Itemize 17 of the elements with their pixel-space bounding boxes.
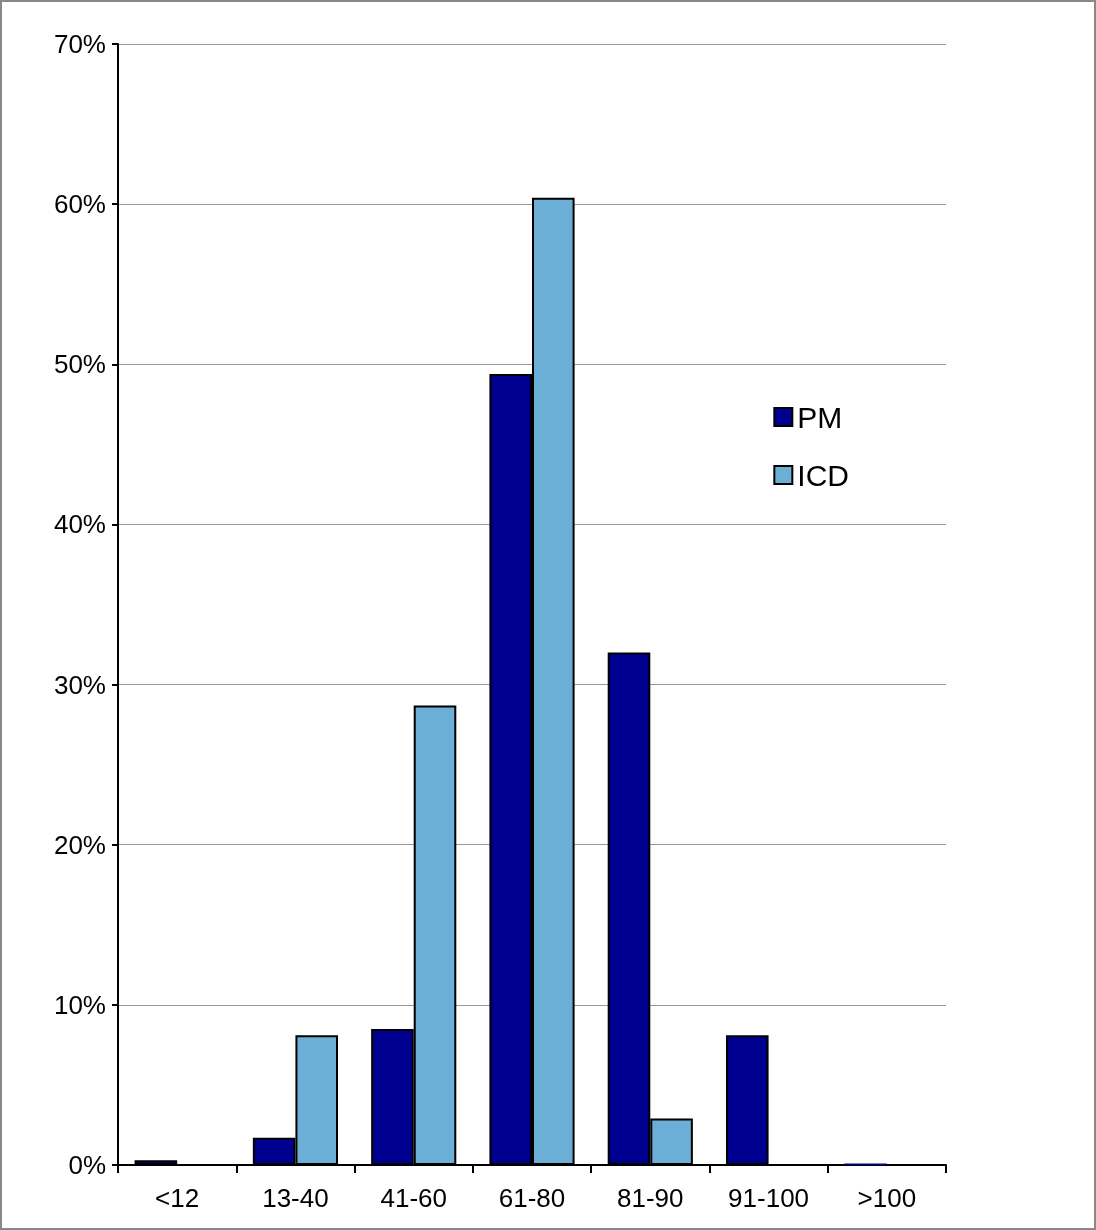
x-tick-label: <12 <box>155 1183 200 1213</box>
x-tick-label: 81-90 <box>617 1183 684 1213</box>
x-tick-label: >100 <box>857 1183 917 1213</box>
y-tick-label: 50% <box>53 349 106 380</box>
y-tick-label: 10% <box>53 989 106 1020</box>
x-tick-label: 13-40 <box>262 1183 329 1213</box>
legend-label: ICD <box>797 458 850 492</box>
x-tick-label: 91-100 <box>728 1183 810 1213</box>
x-tick-label: 41-60 <box>380 1183 447 1213</box>
y-tick-label: 20% <box>53 829 106 860</box>
y-tick-label: 70% <box>53 29 106 59</box>
y-tick-label: 60% <box>53 189 106 220</box>
x-tick-label: 61-80 <box>498 1183 566 1213</box>
legend-label: PM <box>797 400 843 434</box>
y-tick-label: 0% <box>68 1150 106 1180</box>
y-tick-label: 30% <box>53 669 106 700</box>
y-tick-label: 40% <box>53 509 106 540</box>
